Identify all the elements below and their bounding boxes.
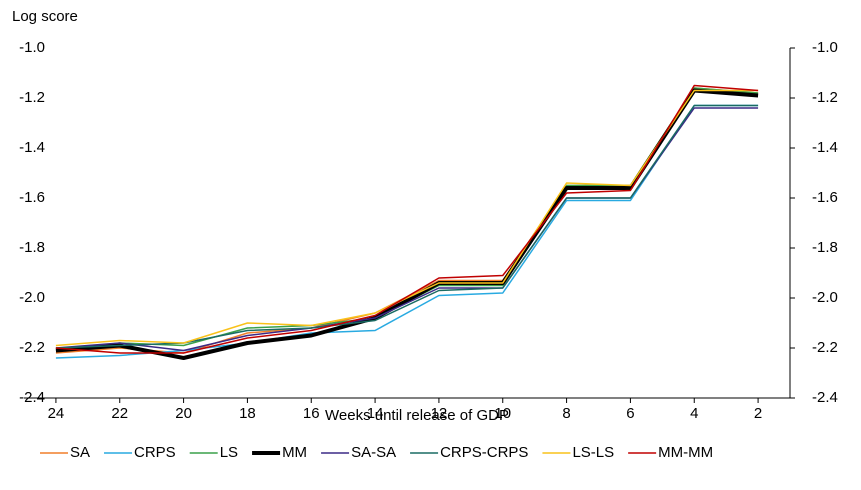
y-axis-label: Log score [12, 8, 78, 25]
y-tick-label: -1.4 [19, 139, 45, 156]
x-tick-label: 20 [175, 405, 192, 422]
x-tick-label: 22 [111, 405, 128, 422]
y-tick-label: -1.8 [19, 239, 45, 256]
legend-label: MM-MM [658, 444, 713, 461]
x-tick-label: 24 [48, 405, 65, 422]
y-tick-label: -1.2 [19, 89, 45, 106]
legend-label: LS [220, 444, 238, 461]
x-tick-label: 6 [626, 405, 634, 422]
y-tick-label: -2.0 [19, 289, 45, 306]
series-line [55, 84, 759, 354]
y-tick-label: -2.2 [19, 339, 45, 356]
x-tick-label: 4 [690, 405, 698, 422]
series-line [55, 107, 759, 352]
y2-tick-label: -2.0 [812, 289, 838, 306]
legend-label: SA-SA [351, 444, 396, 461]
x-tick-label: 10 [494, 405, 511, 422]
y-tick-label: -1.0 [19, 39, 45, 56]
legend-label: CRPS-CRPS [440, 444, 528, 461]
series-line [55, 88, 759, 360]
x-axis-label: Weeks until release of GDP [325, 407, 509, 424]
series-line [55, 104, 759, 349]
series-line [55, 87, 759, 352]
y-tick-label: -2.4 [19, 389, 45, 406]
legend-label: SA [70, 444, 90, 461]
y2-tick-label: -2.4 [812, 389, 838, 406]
y2-tick-label: -1.4 [812, 139, 838, 156]
legend-label: MM [282, 444, 307, 461]
y2-tick-label: -1.2 [812, 89, 838, 106]
y2-tick-label: -2.2 [812, 339, 838, 356]
x-tick-label: 12 [431, 405, 448, 422]
y2-tick-label: -1.8 [812, 239, 838, 256]
y2-tick-label: -1.0 [812, 39, 838, 56]
series-line [55, 89, 759, 347]
legend-label: LS-LS [572, 444, 614, 461]
x-tick-label: 16 [303, 405, 320, 422]
y2-tick-label: -1.6 [812, 189, 838, 206]
x-tick-label: 8 [562, 405, 570, 422]
x-tick-label: 2 [754, 405, 762, 422]
legend-label: CRPS [134, 444, 176, 461]
x-tick-label: 18 [239, 405, 256, 422]
series-line [55, 104, 759, 359]
y-tick-label: -1.6 [19, 189, 45, 206]
x-tick-label: 14 [367, 405, 384, 422]
